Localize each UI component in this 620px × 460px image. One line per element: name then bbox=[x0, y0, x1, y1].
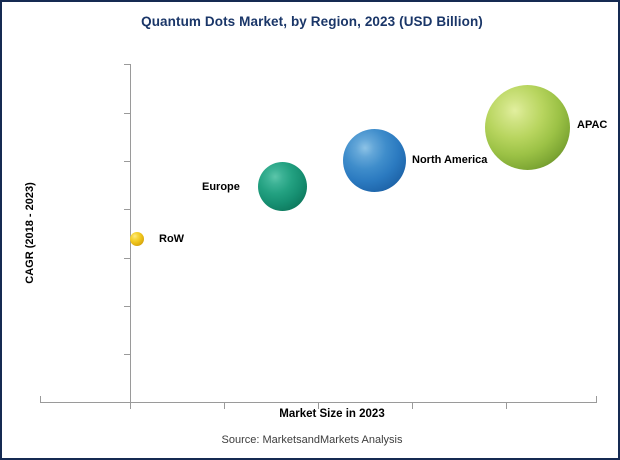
y-axis-tick bbox=[124, 113, 130, 114]
x-axis-right-cap bbox=[596, 396, 597, 403]
bubble-europe[interactable] bbox=[258, 162, 307, 211]
source-note: Source: MarketsandMarkets Analysis bbox=[221, 434, 403, 446]
bubble-row[interactable] bbox=[130, 232, 144, 246]
x-axis-title: Market Size in 2023 bbox=[279, 408, 385, 420]
x-axis-left-cap bbox=[40, 396, 41, 403]
y-axis-line bbox=[130, 64, 131, 403]
bubble-north-america[interactable] bbox=[343, 129, 406, 192]
y-axis-title: CAGR (2018 - 2023) bbox=[24, 182, 36, 284]
bubble-label-apac: APAC bbox=[577, 119, 608, 131]
x-axis-tick bbox=[506, 403, 507, 409]
y-axis-tick bbox=[124, 258, 130, 259]
y-axis-tick bbox=[124, 354, 130, 355]
x-axis-tick bbox=[412, 403, 413, 409]
x-axis-line bbox=[40, 402, 597, 403]
x-axis-tick bbox=[130, 403, 131, 409]
x-axis-tick bbox=[318, 403, 319, 409]
x-axis-tick bbox=[224, 403, 225, 409]
bubble-label-north-america: North America bbox=[412, 154, 488, 166]
bubble-label-europe: Europe bbox=[202, 181, 240, 193]
y-axis-tick bbox=[124, 306, 130, 307]
y-axis-tick bbox=[124, 209, 130, 210]
bubble-label-row: RoW bbox=[159, 233, 185, 245]
bubble-apac[interactable] bbox=[485, 85, 570, 170]
chart-title: Quantum Dots Market, by Region, 2023 (US… bbox=[141, 14, 483, 29]
y-axis-tick bbox=[124, 161, 130, 162]
y-axis-tick bbox=[124, 64, 130, 65]
